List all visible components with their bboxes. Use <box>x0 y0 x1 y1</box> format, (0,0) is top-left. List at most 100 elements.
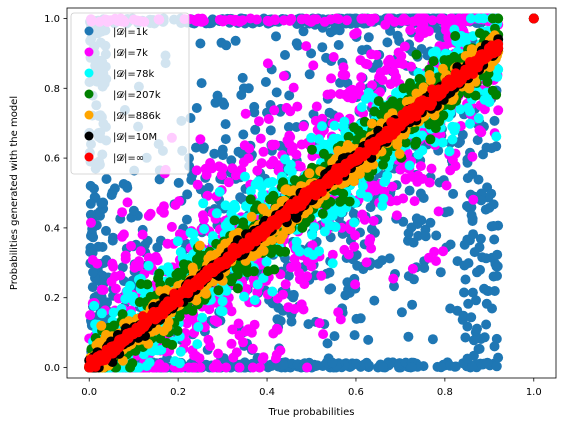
series-1-point <box>492 249 503 260</box>
series-1-point <box>436 362 447 373</box>
series-2-point <box>441 180 452 191</box>
series-2-point <box>126 241 136 251</box>
series-3-point <box>286 166 297 177</box>
series-2-point <box>92 258 103 269</box>
series-3-point <box>214 186 225 197</box>
series-1-point <box>226 155 237 166</box>
series-2-point <box>251 14 262 25</box>
series-3-point <box>198 198 209 209</box>
series-2-point <box>115 270 126 281</box>
series-1-point <box>462 353 473 364</box>
series-1-point <box>293 40 303 51</box>
series-3-point <box>211 208 222 219</box>
series-3-point <box>357 181 368 191</box>
series-2-point <box>241 284 252 294</box>
series-2-point <box>193 13 204 24</box>
series-2-point <box>205 341 216 352</box>
series-3-point <box>217 296 228 307</box>
series-1-point <box>467 287 478 298</box>
series-1-point <box>404 185 415 196</box>
series-2-point <box>366 243 377 254</box>
series-1-point <box>466 312 477 323</box>
series-2-point <box>355 81 366 92</box>
series-5-point <box>163 317 174 327</box>
series-3-point <box>172 236 183 247</box>
series-1-point <box>198 142 209 153</box>
series-2-point <box>298 121 309 132</box>
series-2-point <box>272 324 283 335</box>
series-2-point <box>98 285 109 295</box>
series-1-point <box>489 286 500 296</box>
series-1-point <box>472 135 483 146</box>
series-4-point <box>248 266 259 277</box>
series-4-point <box>449 51 460 62</box>
series-2-point <box>214 362 224 373</box>
series-1-point <box>122 182 133 193</box>
series-4-point <box>428 56 439 67</box>
series-1-point <box>191 142 201 153</box>
series-2-point <box>302 271 313 282</box>
series-1-point <box>473 174 484 185</box>
series-4-point <box>493 13 504 24</box>
series-3-point <box>329 120 340 131</box>
series-1-point <box>459 239 470 250</box>
series-2-point <box>306 261 317 272</box>
series-2-point <box>284 15 295 26</box>
series-4-point <box>317 208 328 219</box>
series-2-point <box>333 14 344 25</box>
series-2-point <box>278 71 289 81</box>
series-4-point <box>117 309 128 320</box>
series-2-point <box>338 62 349 73</box>
series-2-point <box>292 101 303 112</box>
series-2-point <box>340 70 351 81</box>
series-2-point <box>426 163 437 174</box>
series-1-point <box>102 297 112 308</box>
series-1-point <box>491 361 502 372</box>
series-1-point <box>250 124 261 135</box>
series-2-point <box>365 234 376 244</box>
series-2-point <box>351 27 362 38</box>
series-2-point <box>450 161 461 171</box>
series-1-point <box>220 134 231 145</box>
series-3-point <box>156 344 167 355</box>
series-1-point <box>348 208 359 219</box>
series-1-point <box>106 190 117 200</box>
series-4-point <box>411 136 422 147</box>
series-1-point <box>220 119 231 130</box>
series-5-point <box>267 235 278 245</box>
series-4-point <box>269 264 280 275</box>
series-2-point <box>398 193 409 204</box>
series-3-point <box>240 171 250 182</box>
series-2-point <box>335 314 346 325</box>
series-3-point <box>450 122 461 133</box>
series-3-point <box>252 279 263 290</box>
series-4-point <box>491 89 502 100</box>
series-2-point <box>202 190 213 201</box>
series-2-point <box>302 362 313 373</box>
series-1-point <box>97 242 108 252</box>
series-1-point <box>493 352 504 363</box>
series-1-point <box>310 361 321 372</box>
series-1-point <box>369 295 380 306</box>
series-2-point <box>375 87 385 98</box>
series-2-point <box>134 261 144 272</box>
series-1-point <box>236 90 247 100</box>
series-5-point <box>143 338 154 349</box>
series-1-point <box>101 174 112 184</box>
series-1-point <box>486 143 497 154</box>
series-3-point <box>455 104 466 115</box>
series-4-point <box>307 144 317 155</box>
series-3-point <box>221 285 232 296</box>
series-2-point <box>221 362 232 373</box>
series-3-point <box>378 193 389 204</box>
series-4-point <box>470 90 481 101</box>
series-1-point <box>490 258 501 269</box>
series-3-point <box>447 134 458 145</box>
series-2-point <box>314 318 325 329</box>
series-2-point <box>368 215 379 226</box>
series-2-point <box>476 127 487 138</box>
series-2-point <box>350 279 361 290</box>
series-1-point <box>329 331 340 342</box>
series-1-point <box>377 255 388 266</box>
series-1-point <box>288 289 299 300</box>
